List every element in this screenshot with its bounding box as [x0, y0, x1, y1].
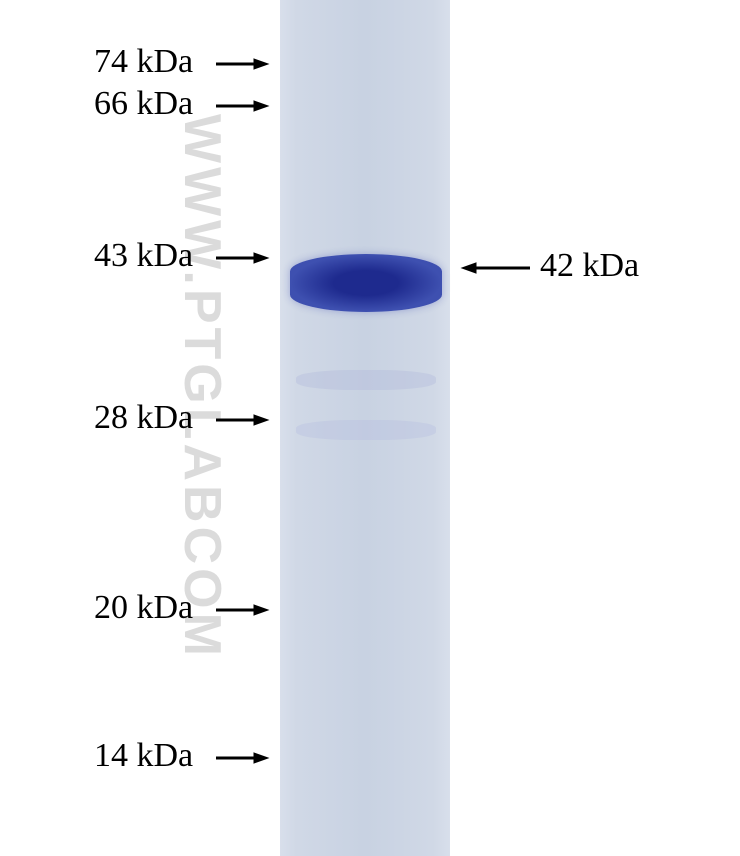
ladder-label: 66 kDa: [94, 85, 193, 123]
ladder-label: 14 kDa: [94, 737, 193, 775]
detected-band-label: 42 kDa: [540, 247, 639, 285]
ladder-label: 74 kDa: [94, 43, 193, 81]
ladder-label: 28 kDa: [94, 399, 193, 437]
ladder-label: 20 kDa: [94, 589, 193, 627]
ladder-label: 43 kDa: [94, 237, 193, 275]
gel-electrophoresis-diagram: WWW.PTGLABCOM 74 kDa 66 kDa 43 kDa 28 kD…: [0, 0, 740, 856]
